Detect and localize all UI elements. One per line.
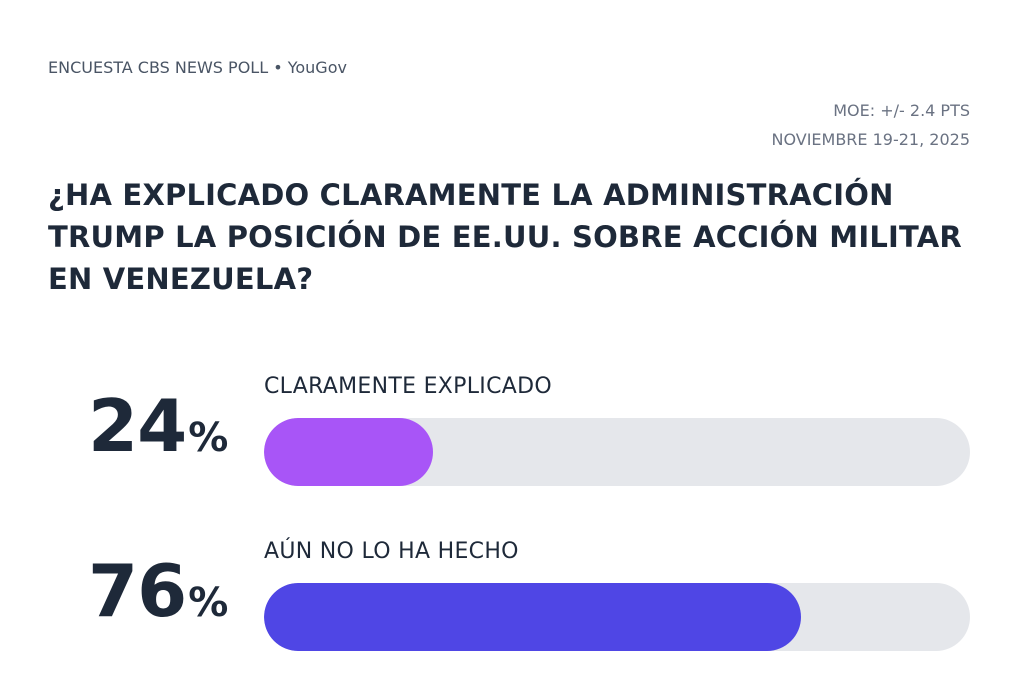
row-label: AÚN NO LO HA HECHO (264, 539, 519, 564)
row-label: CLARAMENTE EXPLICADO (264, 374, 552, 399)
bar-track (264, 583, 970, 651)
margin-of-error: MOE: +/- 2.4 PTS (833, 101, 970, 120)
percentage-value: 24% (88, 384, 229, 468)
bar-track (264, 418, 970, 486)
chart-title: ¿HA EXPLICADO CLARAMENTE LA ADMINISTRACI… (48, 178, 962, 296)
bar-fill (264, 418, 434, 486)
poll-source: ENCUESTA CBS NEWS POLL • YouGov (48, 58, 347, 77)
poll-meta: MOE: +/- 2.4 PTS NOVIEMBRE 19-21, 2025 (771, 96, 970, 154)
percentage-value: 76% (88, 549, 229, 633)
bar-fill (264, 583, 801, 651)
poll-dates: NOVIEMBRE 19-21, 2025 (771, 130, 970, 149)
